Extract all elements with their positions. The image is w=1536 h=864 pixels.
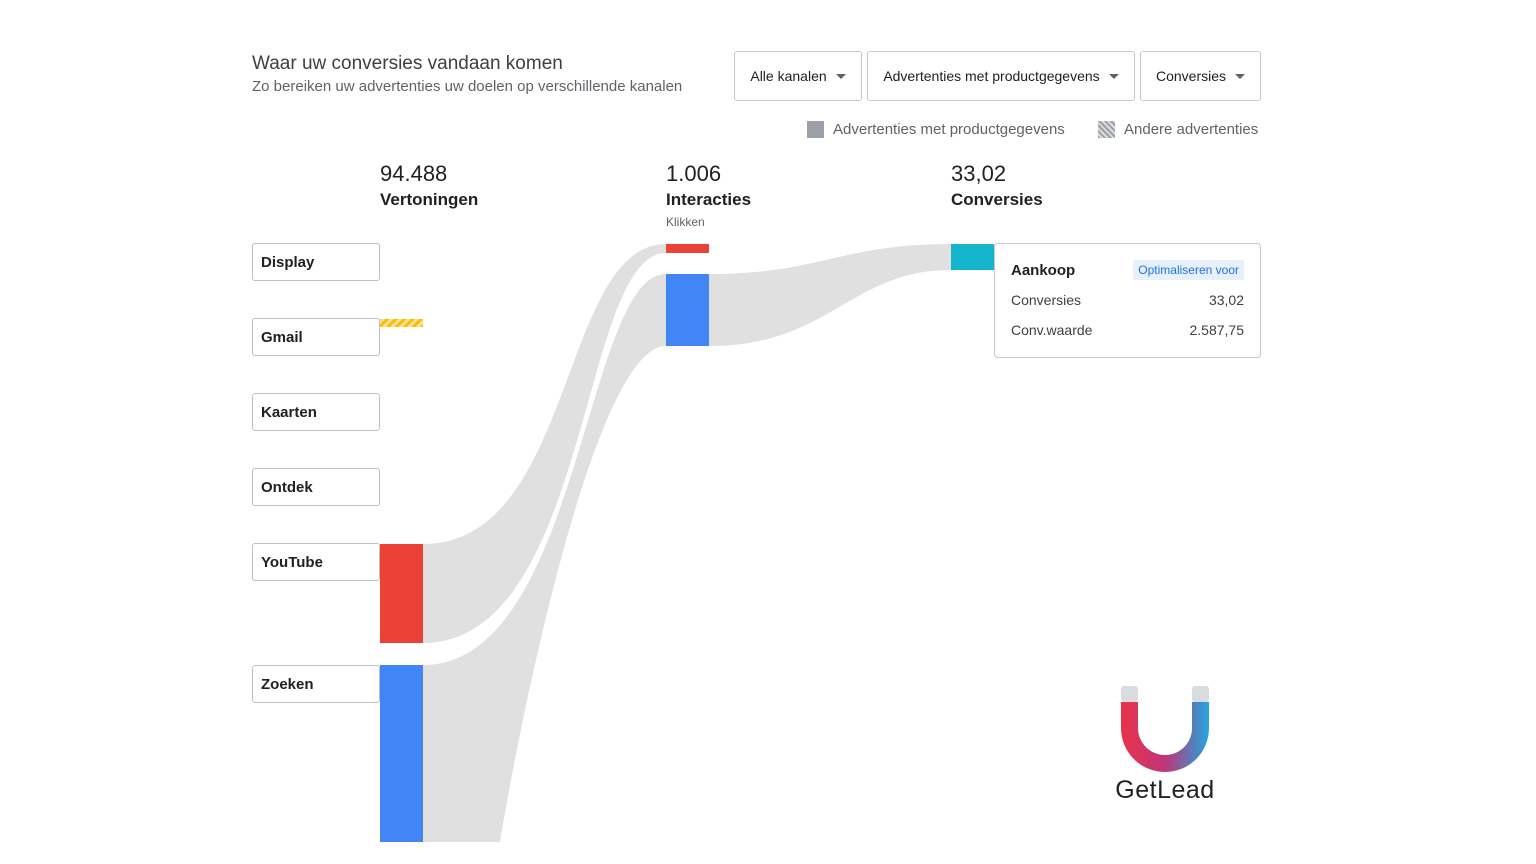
card-row-label: Conversies bbox=[1011, 292, 1082, 308]
legend-other-ads: Andere advertenties bbox=[1098, 120, 1258, 138]
brand-name: GetLead bbox=[1115, 776, 1215, 804]
conversion-details-card: Aankoop Optimaliseren voor Conversies 33… bbox=[994, 243, 1261, 358]
caret-down-icon bbox=[1235, 73, 1246, 79]
channel-display[interactable]: Display bbox=[252, 243, 380, 281]
card-header-row: Aankoop Optimaliseren voor bbox=[1011, 260, 1244, 280]
channel-youtube[interactable]: YouTube bbox=[252, 543, 380, 581]
page-subtitle: Zo bereiken uw advertenties uw doelen op… bbox=[252, 78, 683, 95]
page-title: Waar uw conversies vandaan komen bbox=[252, 53, 563, 74]
youtube-node bbox=[380, 544, 423, 643]
search-clicks-node bbox=[666, 274, 709, 346]
metric-dropdown[interactable]: Conversies bbox=[1140, 51, 1261, 101]
legend-product-ads-label: Advertenties met productgegevens bbox=[833, 120, 1065, 138]
channels-dropdown[interactable]: Alle kanalen bbox=[734, 51, 862, 101]
ad-type-dropdown[interactable]: Advertenties met productgegevens bbox=[867, 51, 1135, 101]
ad-type-dropdown-label: Advertenties met productgegevens bbox=[883, 68, 1100, 84]
flow-search-to-clicks bbox=[423, 274, 666, 842]
metric-dropdown-label: Conversies bbox=[1155, 68, 1227, 84]
conversions-value: 33,02 bbox=[951, 161, 1007, 186]
conversions-node bbox=[951, 244, 994, 270]
optimize-link[interactable]: Optimaliseren voor bbox=[1133, 260, 1244, 280]
gmail-node bbox=[380, 319, 423, 327]
conversion-action-name: Aankoop bbox=[1011, 261, 1076, 279]
channel-zoeken[interactable]: Zoeken bbox=[252, 665, 380, 703]
solid-swatch-icon bbox=[807, 120, 824, 138]
caret-down-icon bbox=[1108, 73, 1119, 79]
channel-gmail[interactable]: Gmail bbox=[252, 318, 380, 356]
card-row-value: 33,02 bbox=[1208, 292, 1244, 308]
youtube-clicks-node bbox=[666, 244, 709, 253]
card-row-label: Conv.waarde bbox=[1011, 322, 1093, 338]
channels-dropdown-label: Alle kanalen bbox=[750, 68, 827, 84]
legend-other-ads-label: Andere advertenties bbox=[1124, 120, 1259, 138]
interactions-label: Interacties bbox=[666, 190, 752, 209]
card-row-conversions: Conversies 33,02 bbox=[1011, 292, 1244, 308]
card-row-conv-value: Conv.waarde 2.587,75 bbox=[1011, 322, 1244, 338]
flow-youtube-to-clicks bbox=[423, 244, 666, 643]
search-node bbox=[380, 665, 423, 842]
getlead-magnet-logo bbox=[1121, 686, 1209, 772]
card-row-value: 2.587,75 bbox=[1189, 322, 1245, 338]
flow-clicks-to-conversions bbox=[709, 244, 951, 346]
impressions-label: Vertoningen bbox=[380, 190, 479, 209]
conversions-label: Conversies bbox=[951, 190, 1043, 209]
caret-down-icon bbox=[835, 73, 846, 79]
hatched-swatch-icon bbox=[1098, 120, 1115, 138]
interactions-value: 1.006 bbox=[666, 161, 722, 186]
channel-kaarten[interactable]: Kaarten bbox=[252, 393, 380, 431]
impressions-value: 94.488 bbox=[380, 161, 448, 186]
legend-product-ads: Advertenties met productgegevens bbox=[807, 120, 1065, 138]
interactions-sublabel: Klikken bbox=[666, 215, 705, 229]
channel-ontdek[interactable]: Ontdek bbox=[252, 468, 380, 506]
